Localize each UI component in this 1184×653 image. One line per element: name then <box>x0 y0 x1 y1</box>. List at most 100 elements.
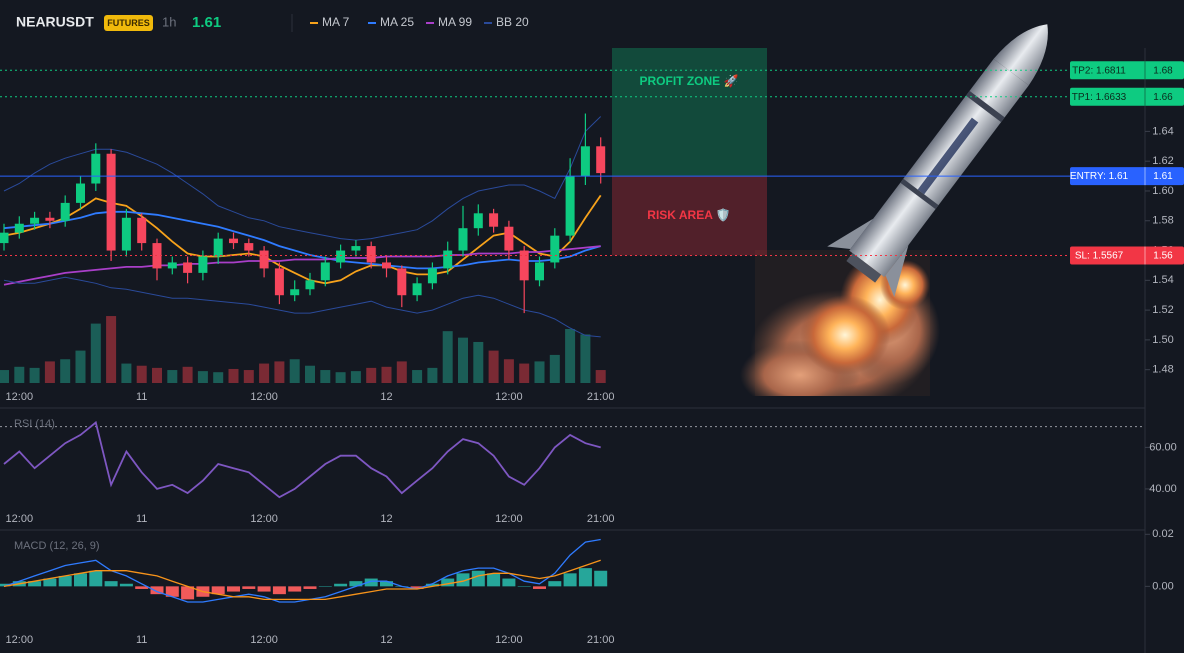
x-tick-label: 12 <box>380 513 392 525</box>
macd-histogram-bar <box>227 586 240 592</box>
volume-bar <box>366 367 377 383</box>
macd-histogram-bar <box>410 586 424 589</box>
x-tick-label: 12:00 <box>495 513 523 525</box>
ma-line <box>3 210 601 270</box>
macd-histogram-bar <box>502 578 516 587</box>
volume-bar <box>427 367 438 383</box>
badge: FUTURES <box>107 18 150 28</box>
level-label: ENTRY: 1.61 <box>1070 171 1129 182</box>
macd-histogram-bar <box>548 581 562 587</box>
volume-bar <box>213 372 224 383</box>
macd-histogram-bar <box>165 586 179 597</box>
candle-body <box>473 213 483 229</box>
candle-body <box>535 262 544 281</box>
y-tick-label: 0.02 <box>1152 528 1173 540</box>
x-tick-label: 12 <box>380 634 392 646</box>
rocket <box>827 24 1048 298</box>
macd-histogram-bar <box>43 578 57 587</box>
macd-histogram-bar <box>257 586 271 592</box>
y-tick-label: 40.00 <box>1149 483 1177 495</box>
macd-histogram-bar <box>119 583 133 587</box>
candle-body <box>60 202 70 221</box>
macd-histogram-bar <box>364 578 378 587</box>
level-tag <box>1070 61 1184 80</box>
candle-body <box>121 217 131 251</box>
level-label: SL: 1.5567 <box>1075 251 1124 262</box>
level-label: TP2: 1.6811 <box>1072 65 1126 76</box>
volume-bar <box>274 361 285 383</box>
level-axis-label: 1.66 <box>1153 92 1173 103</box>
candle-body <box>45 217 55 221</box>
zone-label: RISK AREA 🛡️ <box>647 208 730 222</box>
volume-bar <box>167 370 178 383</box>
y-tick-label: 1.54 <box>1152 274 1173 286</box>
y-tick-label: 1.52 <box>1152 304 1173 316</box>
candle-body <box>106 153 116 251</box>
macd-histogram-bar <box>288 586 302 592</box>
volume-bar <box>228 368 239 383</box>
x-tick-label: 12:00 <box>495 391 523 403</box>
legend-label: MA 25 <box>380 15 414 29</box>
volume-bar <box>565 329 576 383</box>
macd-histogram-bar <box>425 583 439 587</box>
macd-histogram-bar <box>563 573 577 587</box>
macd-histogram-bar <box>533 586 546 589</box>
volume-bar <box>259 363 270 383</box>
candle-body <box>76 183 85 203</box>
macd-histogram-bar <box>135 586 149 589</box>
candle-body <box>290 289 300 296</box>
volume-bar <box>381 366 392 383</box>
volume-bar <box>350 371 361 383</box>
candle-body <box>0 232 9 244</box>
x-tick-label: 11 <box>136 634 147 646</box>
volume-bar <box>182 366 193 383</box>
macd-histogram-bar <box>181 586 195 600</box>
x-tick-label: 12:00 <box>250 634 278 646</box>
x-tick-label: 21:00 <box>587 513 615 525</box>
candle-body <box>580 146 590 177</box>
x-tick-label: 12:00 <box>495 634 523 646</box>
candle-body <box>14 223 24 233</box>
candle-body <box>320 262 330 281</box>
volume-bar <box>29 367 40 383</box>
level-axis-label: 1.56 <box>1153 251 1173 262</box>
candle-body <box>489 213 499 227</box>
volume-bar <box>75 350 86 383</box>
candle-body <box>137 217 147 244</box>
volume-bar <box>488 350 499 383</box>
badge-bg <box>104 15 153 31</box>
candle-body <box>274 268 284 296</box>
macd-histogram-bar <box>211 586 225 595</box>
last-price: 1.61 <box>192 14 221 31</box>
candle-body <box>229 238 238 244</box>
macd-histogram-bar <box>380 581 393 587</box>
macd-histogram-bar <box>150 586 164 595</box>
macd-histogram-bar <box>487 573 501 587</box>
volume-bar <box>121 363 132 383</box>
macd-line <box>3 538 601 603</box>
level-tag <box>1070 87 1184 106</box>
level-axis-label: 1.68 <box>1153 65 1173 76</box>
macd-histogram-bar <box>594 570 608 587</box>
zone <box>612 176 767 256</box>
volume-bar <box>458 337 468 383</box>
volume-bar <box>305 365 315 383</box>
macd-title: MACD (12, 26, 9) <box>14 540 100 552</box>
zone-label: PROFIT ZONE 🚀 <box>640 74 739 88</box>
level-tag <box>1070 167 1184 186</box>
macd-histogram-bar <box>441 578 455 587</box>
legend-label: MA 7 <box>322 15 350 29</box>
legend-label: MA 99 <box>438 15 472 29</box>
y-tick-label: 1.60 <box>1152 185 1173 197</box>
rocket-flame <box>740 250 940 396</box>
volume-bar <box>243 370 254 383</box>
macd-histogram-bar <box>58 575 72 587</box>
y-tick-label: 1.50 <box>1152 334 1173 346</box>
macd-histogram-bar <box>517 586 531 587</box>
macd-histogram-bar <box>349 581 363 587</box>
x-tick-label: 12:00 <box>6 634 34 646</box>
x-tick-label: 21:00 <box>587 634 615 646</box>
volume-bar <box>503 359 514 383</box>
volume-bar <box>60 359 71 383</box>
